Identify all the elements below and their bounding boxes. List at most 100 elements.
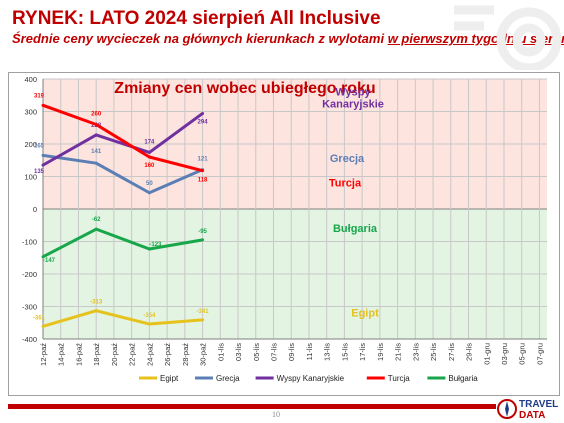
data-point	[94, 133, 98, 137]
y-tick-label: 300	[24, 108, 37, 117]
data-label: -354	[143, 313, 156, 319]
series-area-label-line: Egipt	[351, 307, 379, 319]
y-tick-label: 100	[24, 173, 37, 182]
x-tick-label: 07-lis	[269, 343, 278, 361]
legend-entry: Bułgaria	[448, 374, 478, 383]
series-area-label: Turcja	[329, 177, 362, 189]
x-tick-label: 18-paź	[92, 343, 101, 366]
data-label: 174	[144, 139, 155, 145]
data-label: 260	[91, 112, 102, 118]
data-point	[201, 318, 205, 322]
x-tick-label: 05-lis	[252, 343, 261, 361]
data-point	[41, 103, 45, 107]
data-label: -313	[90, 300, 103, 306]
x-tick-label: 14-paź	[57, 343, 66, 366]
data-point	[147, 247, 151, 251]
data-point	[201, 169, 205, 173]
data-point	[147, 155, 151, 159]
page-title: RYNEK: LATO 2024 sierpień All Inclusive	[12, 8, 381, 29]
line-chart: -400 -300 -200 -100 0 100 200 300 400 12-paź 14-pa…	[22, 75, 547, 383]
chart-title: Zmiany cen wobec ubiegłego roku	[114, 80, 375, 97]
y-tick-label: 200	[24, 140, 37, 149]
legend-entry: Grecja	[216, 374, 240, 383]
compass-logo-icon	[497, 399, 517, 419]
data-label: 50	[146, 181, 153, 187]
logo-line1: TRAVEL	[519, 399, 558, 410]
legend-entry: Turcja	[388, 374, 410, 383]
data-label: -62	[92, 217, 101, 223]
x-tick-label: 20-paź	[110, 343, 119, 366]
series-line-egipt	[42, 309, 203, 328]
footer-bar	[8, 404, 496, 409]
data-point	[201, 111, 205, 115]
data-label: -361	[33, 315, 46, 321]
series-line-bułgaria	[42, 227, 203, 259]
series-area-label: Egipt	[351, 307, 379, 319]
data-point	[147, 322, 151, 326]
series-area-label: Bułgaria	[333, 223, 378, 235]
data-point	[41, 324, 45, 328]
y-tick-label: -100	[22, 238, 37, 247]
series-area-label-line: Kanaryjskie	[322, 98, 384, 110]
x-tick-label: 23-lis	[411, 343, 420, 361]
data-label: 135	[34, 169, 45, 175]
x-tick-label: 26-paź	[163, 343, 172, 366]
y-tick-label: -400	[22, 335, 37, 344]
series-area-label-line: Bułgaria	[333, 223, 378, 235]
x-tick-label: 21-lis	[394, 343, 403, 361]
x-tick-label: 27-lis	[447, 343, 456, 361]
decorative-swirl-icon	[454, 5, 562, 70]
data-point	[94, 123, 98, 126]
data-label: 121	[198, 157, 209, 163]
data-point	[94, 161, 98, 165]
series-line-grecja	[42, 153, 204, 195]
x-tick-label: 03-gru	[500, 343, 509, 365]
x-tick-label: 17-lis	[358, 343, 367, 361]
x-tick-label: 11-lis	[305, 343, 314, 361]
x-tick-label: 13-lis	[323, 343, 332, 361]
page-number: 10	[272, 410, 280, 419]
chart-frame: -400 -300 -200 -100 0 100 200 300 400 12-paź 14-pa…	[8, 72, 560, 396]
x-tick-label: 01-gru	[482, 343, 491, 365]
data-label: -95	[198, 229, 207, 235]
legend-entry: Wyspy Kanaryjskie	[277, 374, 345, 383]
x-tick-label: 22-paź	[128, 343, 137, 366]
legend-entry: Egipt	[160, 374, 179, 383]
data-point	[41, 255, 45, 259]
x-tick-label: 01-lis	[216, 343, 225, 361]
data-point	[147, 191, 151, 195]
x-tick-label: 12-paź	[39, 343, 48, 366]
series-line-turcja	[42, 103, 203, 173]
series-area-label-line: Grecja	[330, 153, 365, 165]
data-label: 319	[34, 93, 45, 99]
series-line-wyspy-kanaryjskie	[42, 112, 204, 167]
logo-line2: DATA	[519, 410, 545, 421]
y-tick-label: -200	[22, 270, 37, 279]
data-point	[41, 163, 45, 167]
x-tick-label: 16-paź	[74, 343, 83, 366]
x-tick-label: 30-paź	[199, 343, 208, 366]
y-tick-label: -300	[22, 303, 37, 312]
y-tick-label: 0	[33, 205, 37, 214]
data-label: 160	[144, 163, 155, 169]
series-area-label: Wyspy Kanaryjskie	[322, 86, 384, 110]
data-point	[94, 227, 98, 231]
x-tick-label: 29-lis	[465, 343, 474, 361]
x-tick-label: 07-gru	[535, 343, 544, 365]
y-tick-label: 400	[24, 75, 37, 84]
x-tick-label: 25-lis	[429, 343, 438, 361]
data-label: -123	[149, 242, 162, 248]
data-label: 294	[198, 119, 209, 125]
data-point	[94, 309, 98, 313]
x-tick-label: 19-lis	[376, 343, 385, 361]
data-label: -147	[43, 258, 56, 264]
data-point	[41, 153, 45, 157]
data-label: 141	[91, 149, 102, 155]
data-label: -341	[197, 309, 210, 315]
x-tick-label: 28-paź	[181, 343, 190, 366]
series-area-label: Grecja	[330, 153, 365, 165]
x-tick-label: 09-lis	[287, 343, 296, 361]
series-area-label-line: Turcja	[329, 177, 362, 189]
subtitle-text: Średnie ceny wycieczek na głównych kieru…	[12, 31, 388, 46]
data-label: 118	[198, 178, 208, 184]
